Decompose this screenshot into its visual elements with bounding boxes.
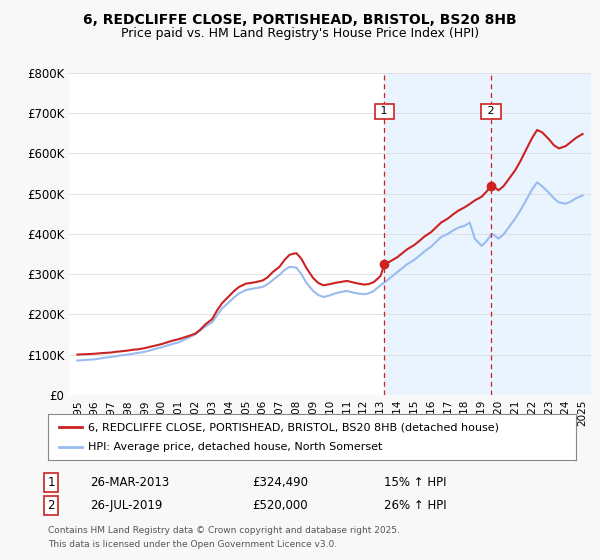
Text: 26-JUL-2019: 26-JUL-2019: [90, 498, 163, 512]
Text: Price paid vs. HM Land Registry's House Price Index (HPI): Price paid vs. HM Land Registry's House …: [121, 27, 479, 40]
Text: 26% ↑ HPI: 26% ↑ HPI: [384, 498, 446, 512]
Text: 26-MAR-2013: 26-MAR-2013: [90, 476, 169, 489]
Text: £520,000: £520,000: [252, 498, 308, 512]
Text: HPI: Average price, detached house, North Somerset: HPI: Average price, detached house, Nort…: [88, 442, 382, 452]
Text: 6, REDCLIFFE CLOSE, PORTISHEAD, BRISTOL, BS20 8HB: 6, REDCLIFFE CLOSE, PORTISHEAD, BRISTOL,…: [83, 13, 517, 27]
Text: 1: 1: [47, 476, 55, 489]
Bar: [385, 73, 591, 395]
Text: 1: 1: [377, 106, 391, 116]
Text: 2: 2: [484, 106, 498, 116]
Text: 6, REDCLIFFE CLOSE, PORTISHEAD, BRISTOL, BS20 8HB (detached house): 6, REDCLIFFE CLOSE, PORTISHEAD, BRISTOL,…: [88, 422, 499, 432]
Text: 15% ↑ HPI: 15% ↑ HPI: [384, 476, 446, 489]
Text: This data is licensed under the Open Government Licence v3.0.: This data is licensed under the Open Gov…: [48, 540, 337, 549]
Text: 2: 2: [47, 498, 55, 512]
Text: £324,490: £324,490: [252, 476, 308, 489]
Text: Contains HM Land Registry data © Crown copyright and database right 2025.: Contains HM Land Registry data © Crown c…: [48, 526, 400, 535]
